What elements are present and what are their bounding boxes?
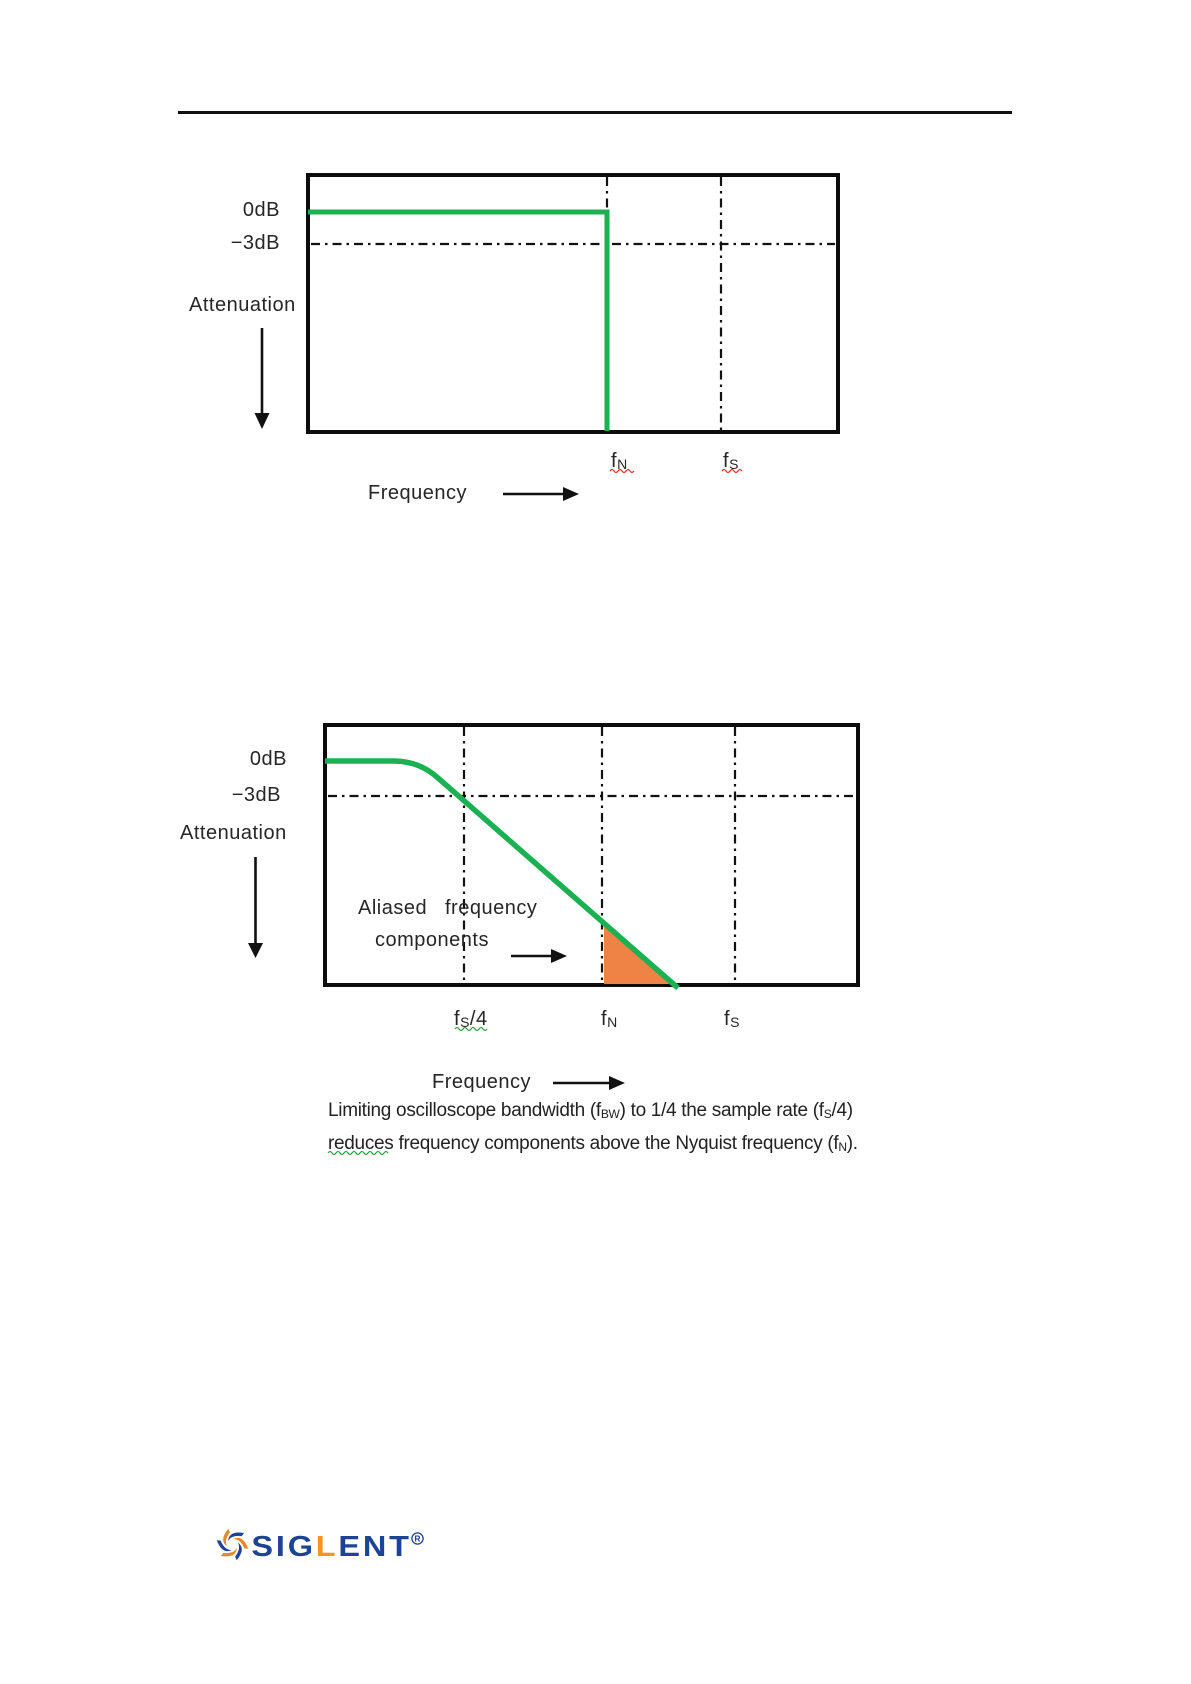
svg-text:R: R bbox=[414, 1534, 420, 1544]
svg-text:SIGLENT: SIGLENT bbox=[251, 1530, 411, 1563]
